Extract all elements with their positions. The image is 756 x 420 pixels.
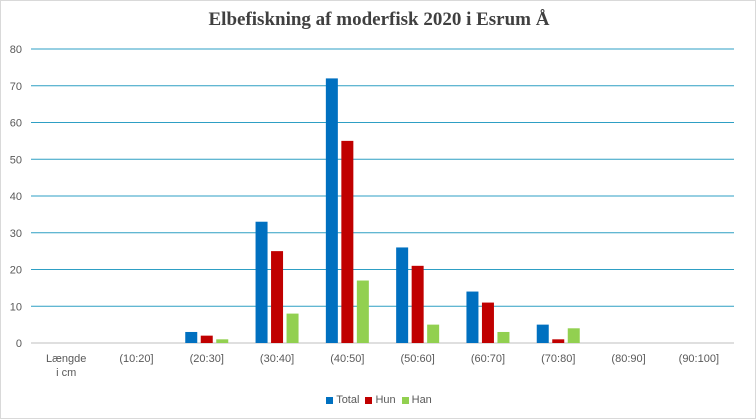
legend-label: Han <box>411 394 432 406</box>
bar-total <box>536 324 549 343</box>
bar-hun <box>411 265 424 343</box>
legend-label: Total <box>336 394 360 406</box>
legend-label: Hun <box>375 394 396 406</box>
legend-item-han: Han <box>401 394 432 406</box>
x-tick-label: i cm <box>56 367 76 379</box>
legend-swatch <box>326 396 334 404</box>
legend-item-hun: Hun <box>365 394 396 406</box>
x-tick-label: (20:30] <box>190 353 224 365</box>
x-tick-label: (60:70] <box>471 353 505 365</box>
bar-total <box>396 247 409 343</box>
legend-swatch <box>365 396 373 404</box>
legend-swatch <box>401 396 409 404</box>
y-tick-label: 40 <box>10 191 22 203</box>
y-tick-label: 70 <box>10 81 22 93</box>
x-tick-label: (30:40] <box>260 353 294 365</box>
legend-item-total: Total <box>326 394 359 406</box>
y-tick-label: 0 <box>16 338 22 350</box>
bar-han <box>216 339 229 343</box>
bar-han <box>286 313 299 343</box>
x-tick-label: Længde <box>46 353 86 365</box>
y-tick-label: 10 <box>10 301 22 313</box>
bar-hun <box>552 339 565 343</box>
chart-title: Elbefiskning af moderfisk 2020 i Esrum Å <box>208 9 550 30</box>
legend: Total Hun Han <box>1 394 756 407</box>
bar-han <box>427 324 440 343</box>
bar-hun <box>200 335 213 343</box>
bar-hun <box>341 140 354 343</box>
y-tick-label: 60 <box>10 118 22 130</box>
bar-han <box>567 328 580 343</box>
bar-han <box>497 331 510 343</box>
y-tick-label: 50 <box>10 154 22 166</box>
x-tick-label: (90:100] <box>679 353 719 365</box>
x-tick-label: (80:90] <box>611 353 645 365</box>
y-tick-label: 20 <box>10 265 22 277</box>
x-tick-label: (50:60] <box>401 353 435 365</box>
y-tick-label: 30 <box>10 228 22 240</box>
bar-han <box>356 280 369 343</box>
x-tick-label: (40:50] <box>330 353 364 365</box>
bar-total <box>325 78 338 344</box>
bar-total <box>185 331 198 343</box>
bar-total <box>255 221 268 343</box>
x-tick-label: (70:80] <box>541 353 575 365</box>
bar-hun <box>481 302 494 343</box>
x-tick-label: (10:20] <box>119 353 153 365</box>
y-tick-label: 80 <box>10 44 22 56</box>
bar-hun <box>271 251 284 343</box>
bar-total <box>466 291 479 343</box>
